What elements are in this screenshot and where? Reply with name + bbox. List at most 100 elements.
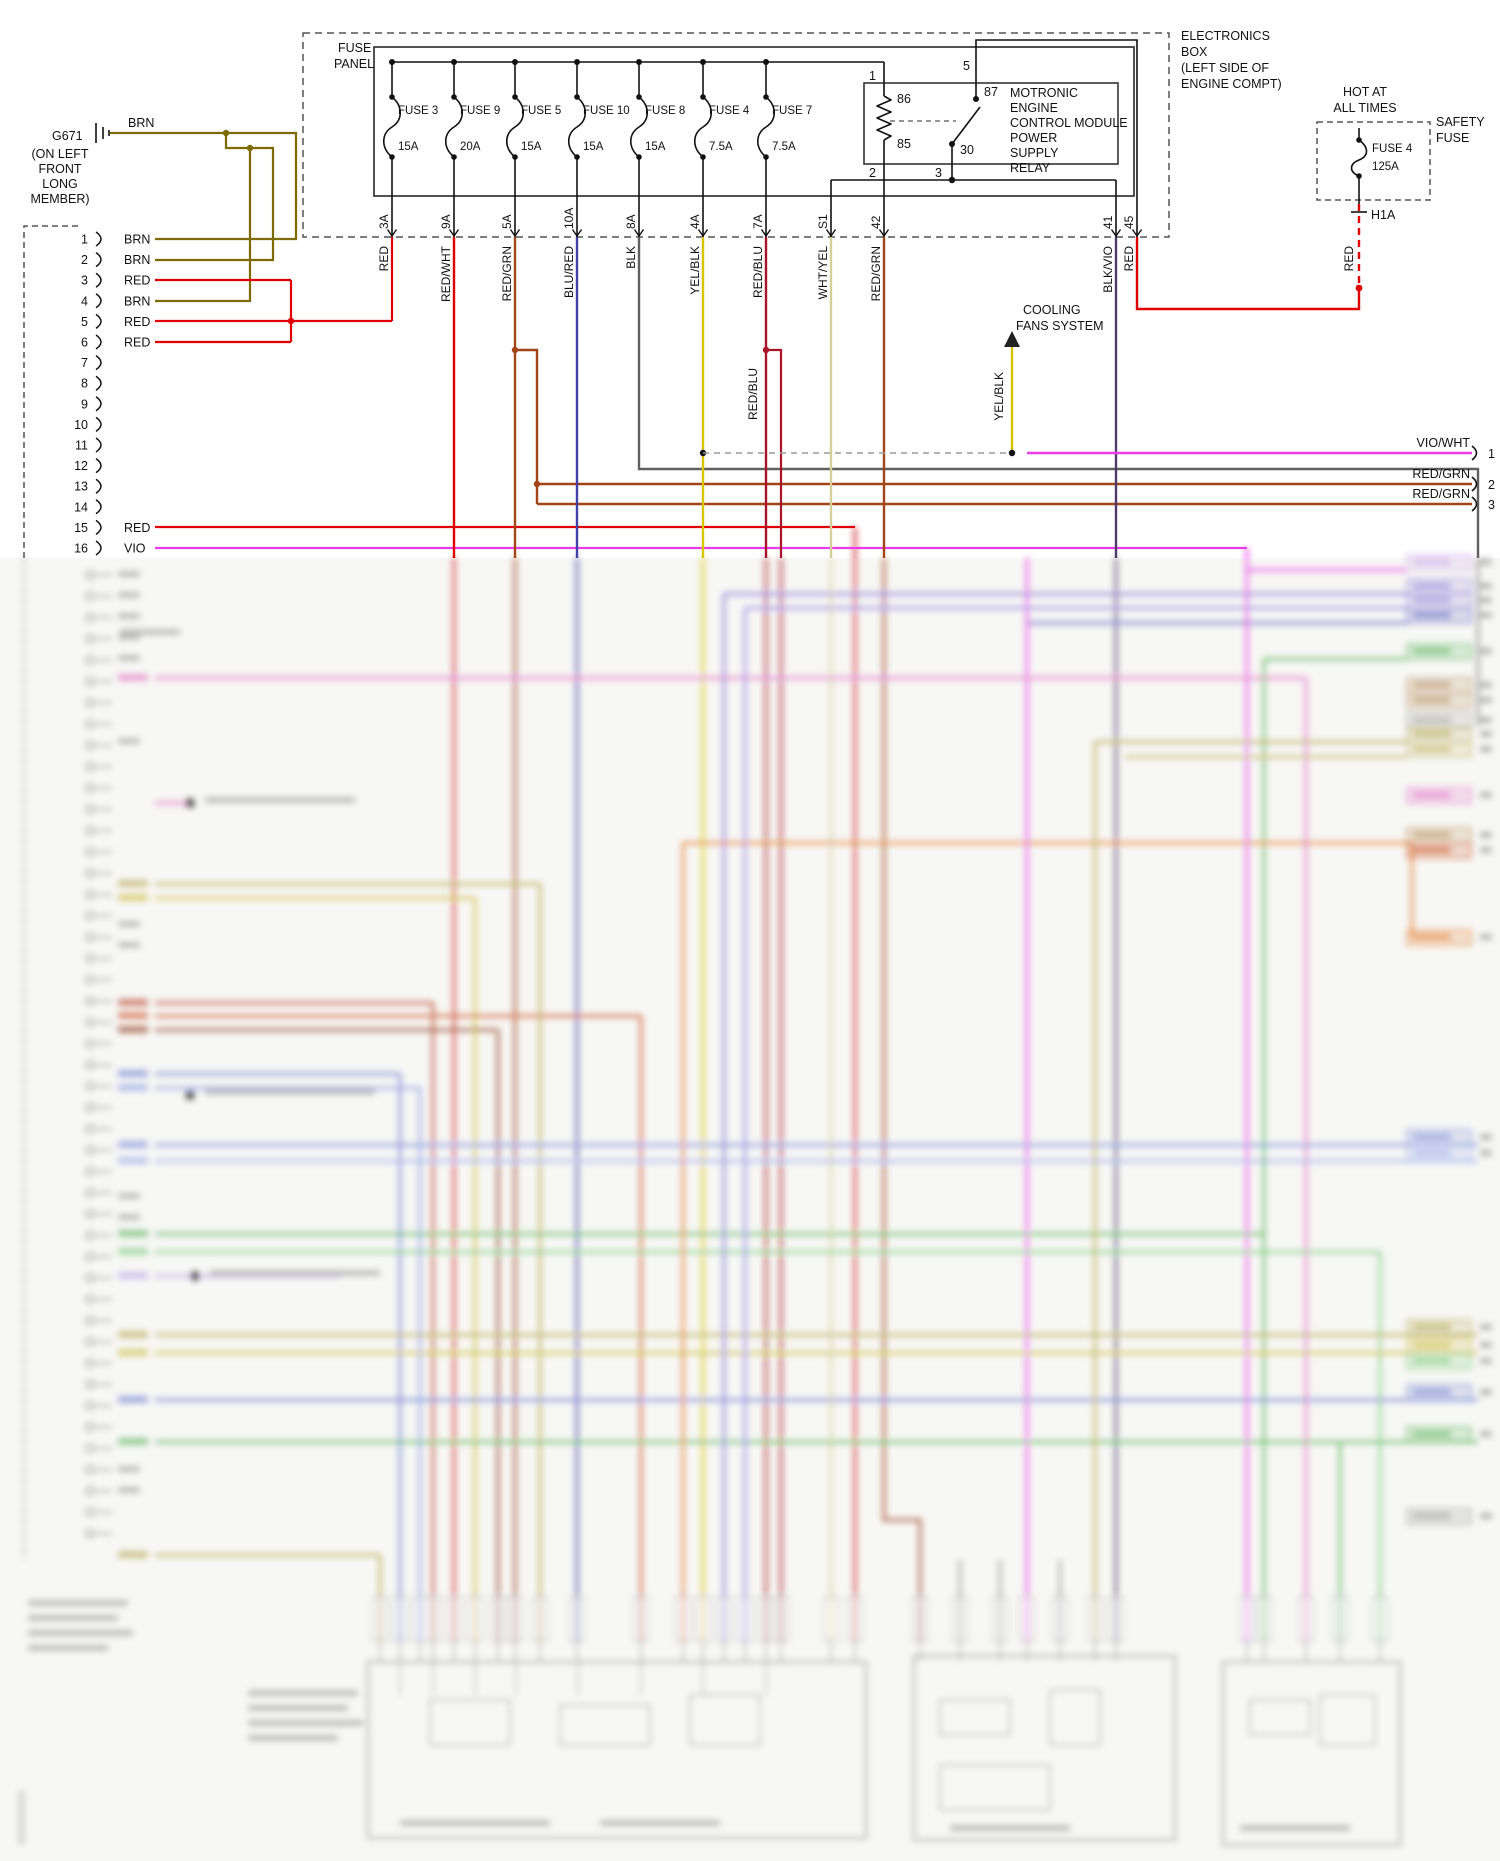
fuse-icon [567,96,587,158]
pin-wire-color: BRN [124,233,150,247]
svg-text:POWER: POWER [1010,131,1057,145]
svg-text:ELECTRONICS: ELECTRONICS [1181,29,1270,43]
terminal-chevron [1110,229,1122,238]
pin-arc [95,293,102,309]
blurred-text [1480,682,1492,688]
blurred-text [1480,612,1492,618]
svg-text:ALL TIMES: ALL TIMES [1333,101,1396,115]
ground-wire-color: BRN [128,116,154,130]
blurred-pin [85,1124,95,1134]
blurred-pin [85,1251,95,1262]
wire-8a-blk [637,237,1480,558]
terminal-chevron [386,229,398,238]
wire-color-label: RED/WHT [439,245,453,302]
blurred-pin [85,974,95,985]
blurred-text [118,1214,140,1220]
ground-id: G671 [52,129,83,143]
fuse-amps: 15A [521,141,542,153]
blurred-text [1413,1431,1451,1437]
blurred-pin [85,1166,95,1177]
brn-wire-pin4 [155,148,252,303]
svg-text:LONG: LONG [42,177,77,191]
relay-pin-30: 30 [960,143,974,157]
blurred-sub-box [939,1764,1051,1811]
blurred-pin [85,634,95,644]
blurred-text [1480,934,1492,940]
blurred-text [1413,717,1451,723]
blurred-text [118,1141,148,1148]
blurred-pin [85,1017,95,1028]
relay-term-3: 3 [935,166,942,180]
blurred-pin [85,719,95,729]
terminal-label: 45 [1122,215,1136,229]
sharp-top-section: G671 BRN (ON LEFT FRONT LONG MEMBER) [23,29,1495,558]
ground-location: (ON LEFT [32,147,89,161]
terminal-label: S1 [816,214,830,229]
blurred-text [1413,792,1451,798]
safety-fuse-amps: 125A [1372,161,1399,173]
svg-text:FANS SYSTEM: FANS SYSTEM [1016,319,1104,333]
pin-arc [95,540,102,556]
blurred-text [118,999,148,1006]
blurred-pin [85,1337,95,1347]
fuse-name: FUSE 4 [709,105,750,117]
blurred-text [248,1735,338,1741]
blurred-text [118,1084,148,1091]
blurred-text [28,1600,128,1606]
blurred-text [118,1551,148,1558]
blurred-text [118,921,140,927]
blurred-sub-box [1049,1689,1101,1746]
relay-pin-87: 87 [984,85,998,99]
blurred-text [1480,1324,1492,1330]
blurred-pin [85,1187,95,1198]
junction-dot [762,346,770,354]
blur-haze [0,558,1500,1861]
blurred-pin [85,1315,95,1326]
terminal-label: 42 [869,215,883,229]
blurred-pin [85,996,95,1006]
brn-wire-pin1 [110,131,298,241]
right-wire-label: VIO/WHT [1417,436,1471,450]
svg-text:2: 2 [1488,478,1495,492]
pin-number: 14 [74,500,88,514]
safety-fuse-block: HOT AT ALL TIMES SAFETY FUSE FUSE 4 125A… [1316,85,1485,292]
pin-number: 11 [75,439,88,453]
h1a-wire-color: RED [1342,246,1356,272]
terminal-chevron [878,229,890,238]
pin-number: 16 [74,542,88,556]
fuse: FUSE 8 15A [629,59,685,237]
blurred-sub-box [1319,1694,1376,1746]
blurred-pin [85,932,95,942]
svg-text:RELAY: RELAY [1010,161,1051,175]
blurred-text [1480,583,1492,589]
pin-number: 2 [81,253,88,267]
blurred-text [1413,559,1451,565]
terminal-chevron [1131,229,1143,238]
connector-arc [1471,445,1478,461]
red-wire-pins-3-5-6 [155,237,394,344]
blurred-text [1413,583,1451,589]
right-wire-pin: 1 [1488,447,1495,461]
pin-number: 5 [81,315,88,329]
svg-text:BOX: BOX [1181,45,1208,59]
pin-arc [95,478,102,494]
junction-dot [287,317,295,325]
hot-at-all-times: HOT AT [1343,85,1387,99]
blurred-pin [85,1486,95,1496]
fuse-name: FUSE 3 [398,105,438,117]
blurred-pin [85,825,95,836]
fuse: FUSE 9 20A [444,59,500,237]
wire-color-label: RED [377,246,391,272]
blurred-text [1480,1342,1492,1348]
blurred-pin [85,1230,95,1241]
terminal-chevron [825,229,837,238]
blurred-text [1413,1342,1451,1348]
pin-arc [95,231,102,247]
pin-number: 12 [74,459,88,473]
blurred-text [1413,832,1451,838]
blurred-module-box [367,1661,867,1839]
fuse-name: FUSE 10 [583,105,630,117]
blurred-pin [85,1464,95,1475]
blurred-text [1413,697,1451,703]
